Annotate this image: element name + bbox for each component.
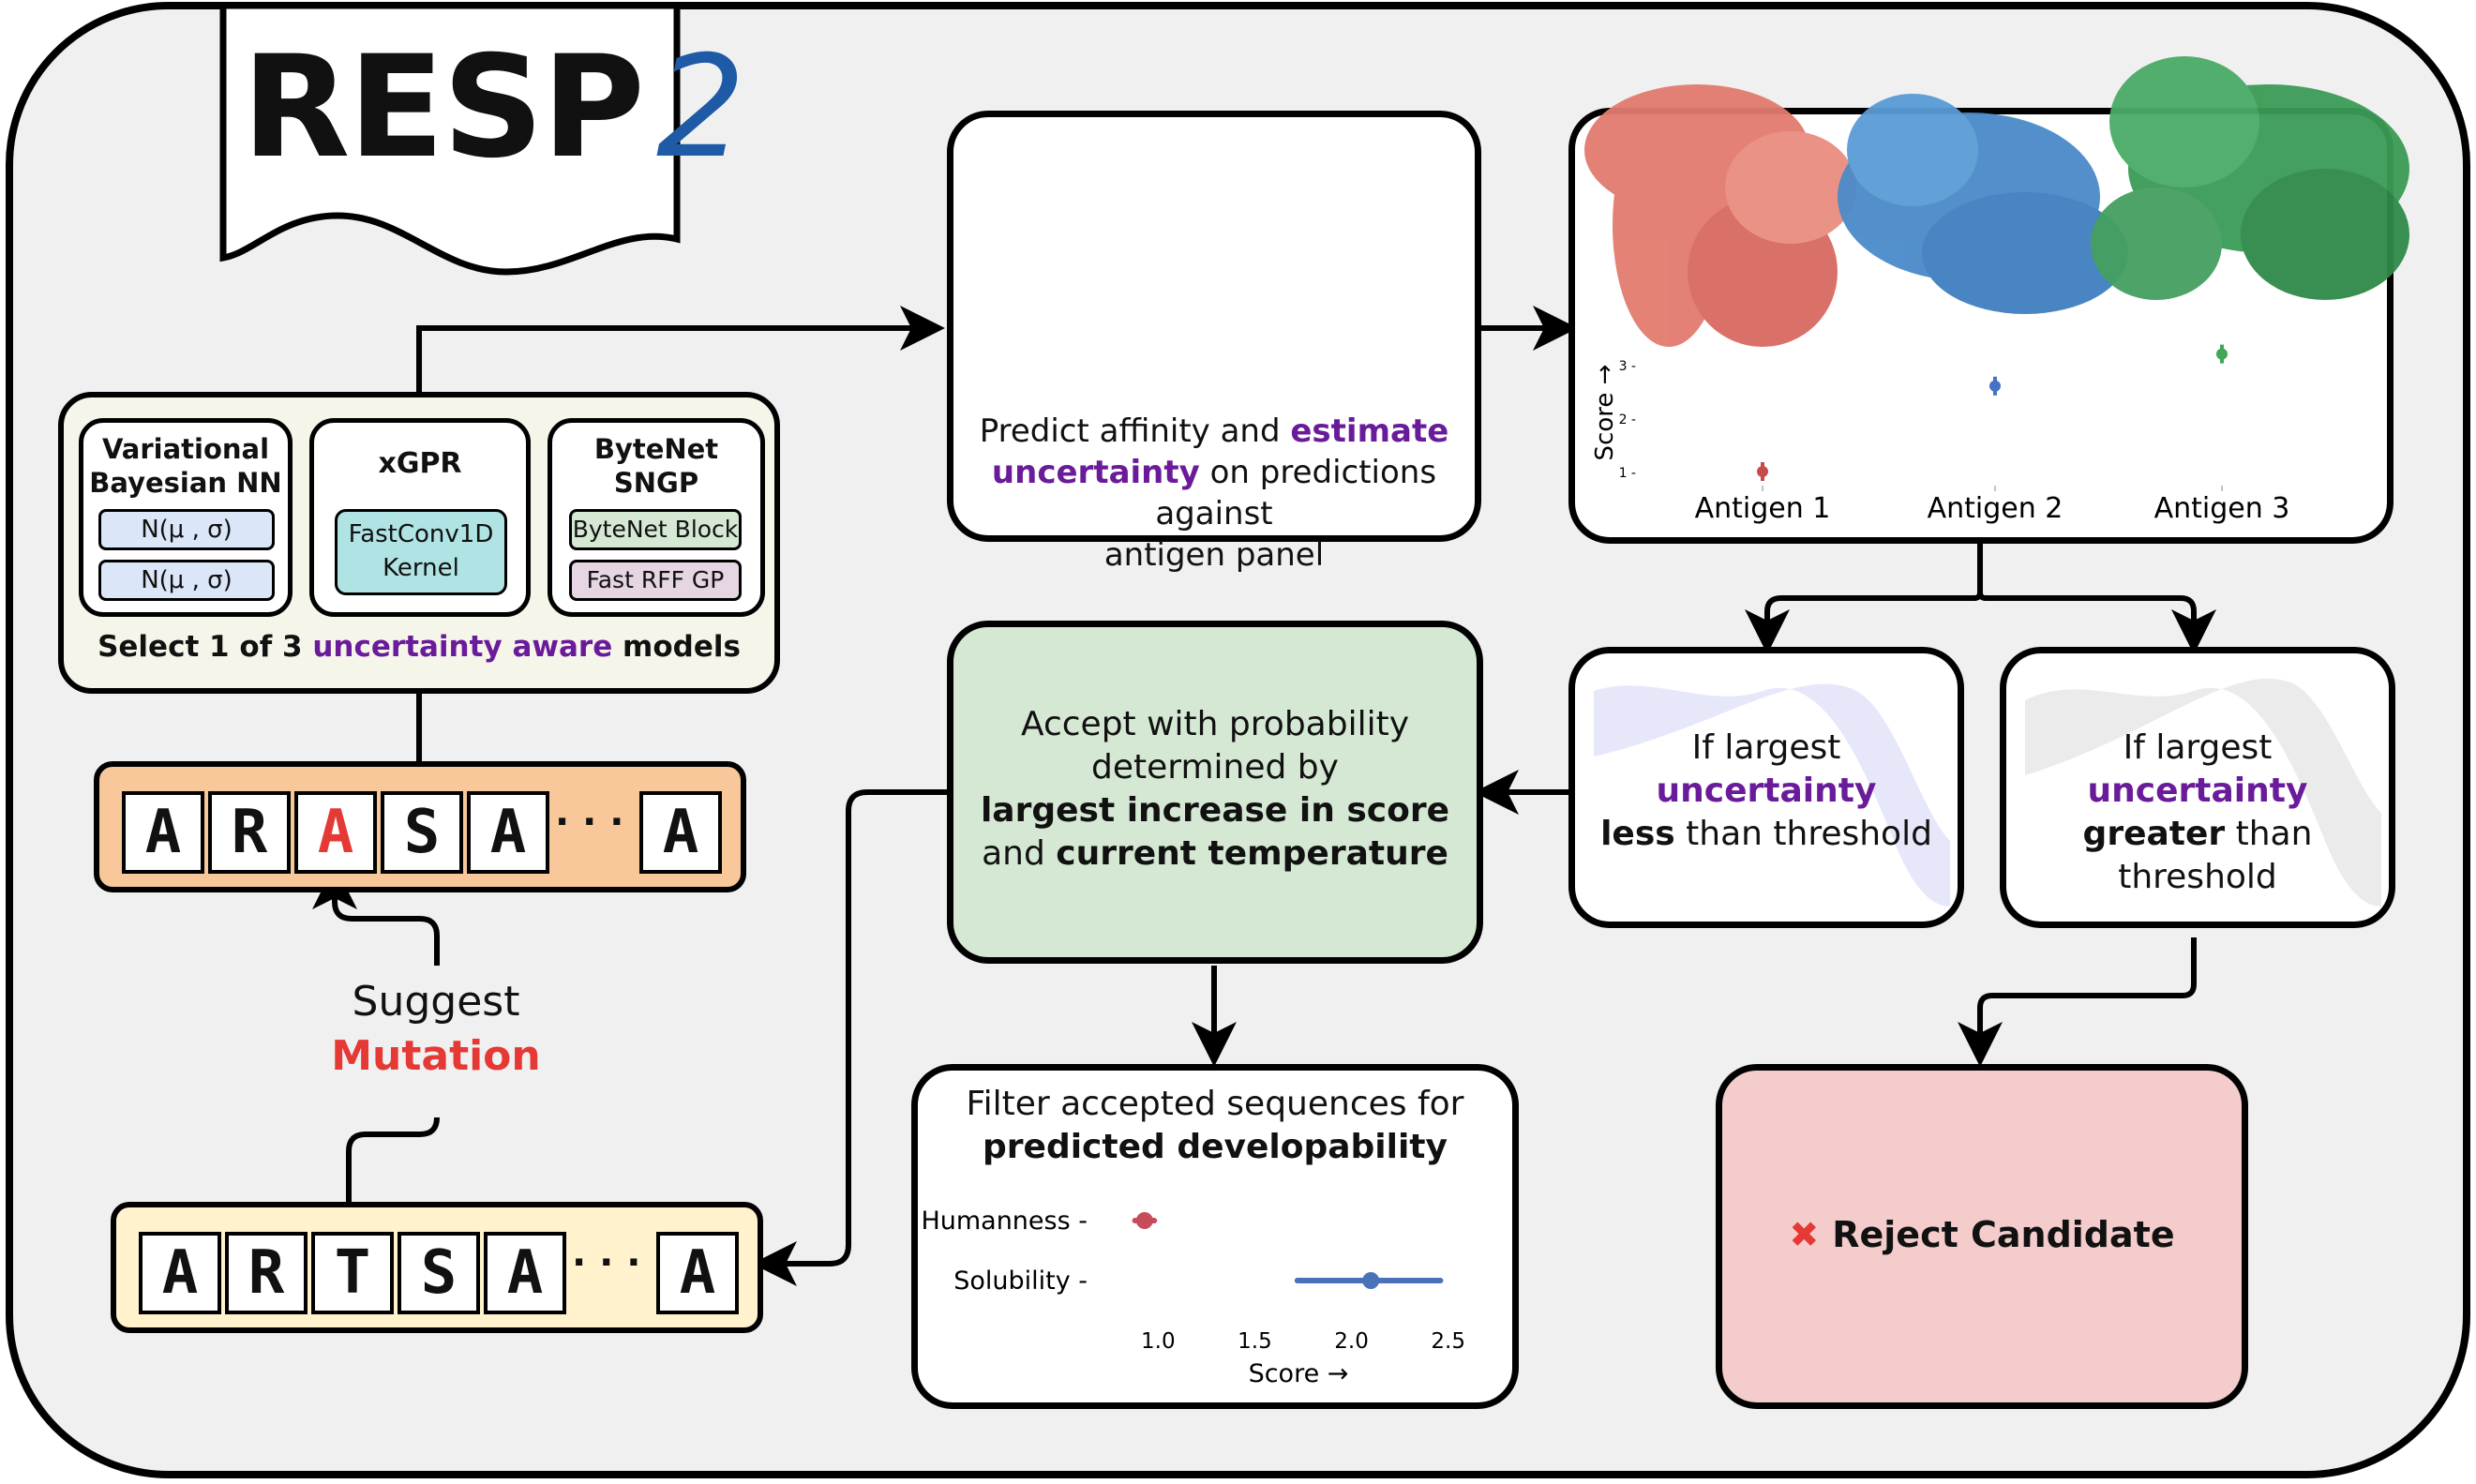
bytenet-pill-2: Fast RFF GP [569, 560, 742, 601]
filter-line1: Filter accepted sequences for [966, 1085, 1464, 1123]
line-mutation-lower [346, 1117, 440, 1202]
arrow-models-to-predict [416, 306, 945, 394]
vbnn-title-line1: Variational [101, 433, 270, 465]
greater-line1: If largest [2123, 728, 2273, 767]
bytenet-pill-1: ByteNet Block [569, 509, 742, 550]
accept-panel [947, 621, 1483, 964]
vbnn-pill-1: N(μ , σ) [98, 509, 275, 550]
accept-text: Accept with probability determined by la… [947, 703, 1483, 876]
reject-panel [1716, 1064, 2248, 1409]
models-caption-suffix: models [612, 630, 741, 664]
logo-number: 2 [655, 26, 745, 189]
model-vbnn[interactable]: Variational Bayesian NN N(μ , σ) N(μ , σ… [79, 418, 293, 617]
greater-bg-curve [2025, 678, 2381, 907]
model-xgpr[interactable]: xGPR FastConv1D Kernel [309, 418, 531, 617]
predict-line2-highlight: uncertainty [991, 454, 1200, 491]
logo-banner [219, 2, 681, 276]
sequence-ellipsis: · · · [572, 1241, 641, 1284]
less-text: If largest uncertainty less than thresho… [1568, 727, 1964, 856]
less-line1: If largest [1691, 728, 1841, 767]
sequence-residue: R [208, 791, 291, 874]
xgpr-kernel-line1: FastConv1D [348, 520, 494, 548]
less-line3-suffix: than threshold [1674, 815, 1932, 853]
less-bg-curve [1594, 683, 1950, 907]
vbnn-title-line2: Bayesian NN [89, 467, 282, 499]
reject-label: ✖ Reject Candidate [1716, 1211, 2248, 1258]
predict-line1-prefix: Predict affinity and [979, 412, 1291, 450]
filter-panel [911, 1064, 1519, 1409]
greater-line2: uncertainty [2087, 772, 2308, 810]
arrow-accept-to-sequence [752, 789, 947, 1286]
less-panel [1568, 647, 1964, 928]
sequence-residue: A [467, 791, 549, 874]
suggest-line1: Suggest [352, 978, 520, 1026]
logo-text: RESP2 [242, 37, 745, 178]
accept-line1: Accept with probability [1020, 705, 1410, 743]
sequence-bottom: A R T S A A · · · [111, 1202, 763, 1333]
xgpr-kernel: FastConv1D Kernel [335, 509, 507, 595]
less-line3-bold: less [1600, 815, 1675, 853]
models-caption: Select 1 of 3 uncertainty aware models [58, 630, 780, 664]
accept-line2: determined by [1091, 748, 1339, 787]
bytenet-title-line1: ByteNet [593, 433, 719, 465]
accept-line3: largest increase in score [980, 791, 1450, 830]
sequence-residue: S [398, 1232, 480, 1314]
sequence-residue: A [656, 1232, 739, 1314]
sequence-residue: S [381, 791, 463, 874]
sequence-top: A R A S A A · · · [94, 761, 746, 892]
less-line2: uncertainty [1656, 772, 1877, 810]
accept-line4-bold: current temperature [1056, 834, 1448, 873]
antigen-panel [1568, 108, 2393, 544]
reject-label-text: Reject Candidate [1832, 1214, 2175, 1255]
predict-text: Predict affinity and estimate uncertaint… [947, 411, 1481, 576]
sequence-residue: A [294, 791, 377, 874]
arrow-antigens-to-greater [1977, 592, 2216, 654]
predict-line3: antigen panel [1103, 536, 1325, 574]
arrow-mutation-to-sequence [312, 864, 440, 966]
models-caption-highlight: uncertainty aware [312, 630, 613, 664]
suggest-mutation-label: Suggest Mutation [309, 975, 563, 1084]
sequence-residue: A [639, 791, 722, 874]
models-caption-prefix: Select 1 of 3 [98, 630, 313, 664]
suggest-line2: Mutation [331, 1032, 541, 1080]
predict-line2-suffix: on predictions against [1155, 454, 1437, 532]
greater-line3-bold: greater [2082, 815, 2226, 853]
accept-line4-prefix: and [982, 834, 1057, 873]
arrow-greater-to-reject [1958, 937, 2197, 1067]
sequence-residue: A [139, 1232, 221, 1314]
sequence-residue: A [484, 1232, 566, 1314]
predict-panel [947, 111, 1481, 542]
reject-x-icon: ✖ [1789, 1214, 1820, 1255]
bytenet-title-line2: SNGP [613, 467, 699, 499]
xgpr-title: xGPR [378, 447, 462, 480]
vbnn-pill-2: N(μ , σ) [98, 560, 275, 601]
greater-text: If largest uncertainty greater than thre… [2000, 727, 2395, 899]
greater-panel [2000, 647, 2395, 928]
filter-text: Filter accepted sequences for predicted … [911, 1083, 1519, 1169]
filter-line2: predicted developability [983, 1128, 1448, 1166]
xgpr-kernel-line2: Kernel [383, 554, 459, 582]
sequence-residue: R [225, 1232, 308, 1314]
sequence-residue: T [311, 1232, 394, 1314]
sequence-residue: A [122, 791, 204, 874]
predict-line1-highlight: estimate [1290, 412, 1449, 450]
sequence-ellipsis: · · · [555, 801, 624, 844]
logo-word: RESP [242, 26, 645, 189]
model-bytenet[interactable]: ByteNet SNGP ByteNet Block Fast RFF GP [548, 418, 765, 617]
greater-line3-suffix: than threshold [2118, 815, 2313, 896]
